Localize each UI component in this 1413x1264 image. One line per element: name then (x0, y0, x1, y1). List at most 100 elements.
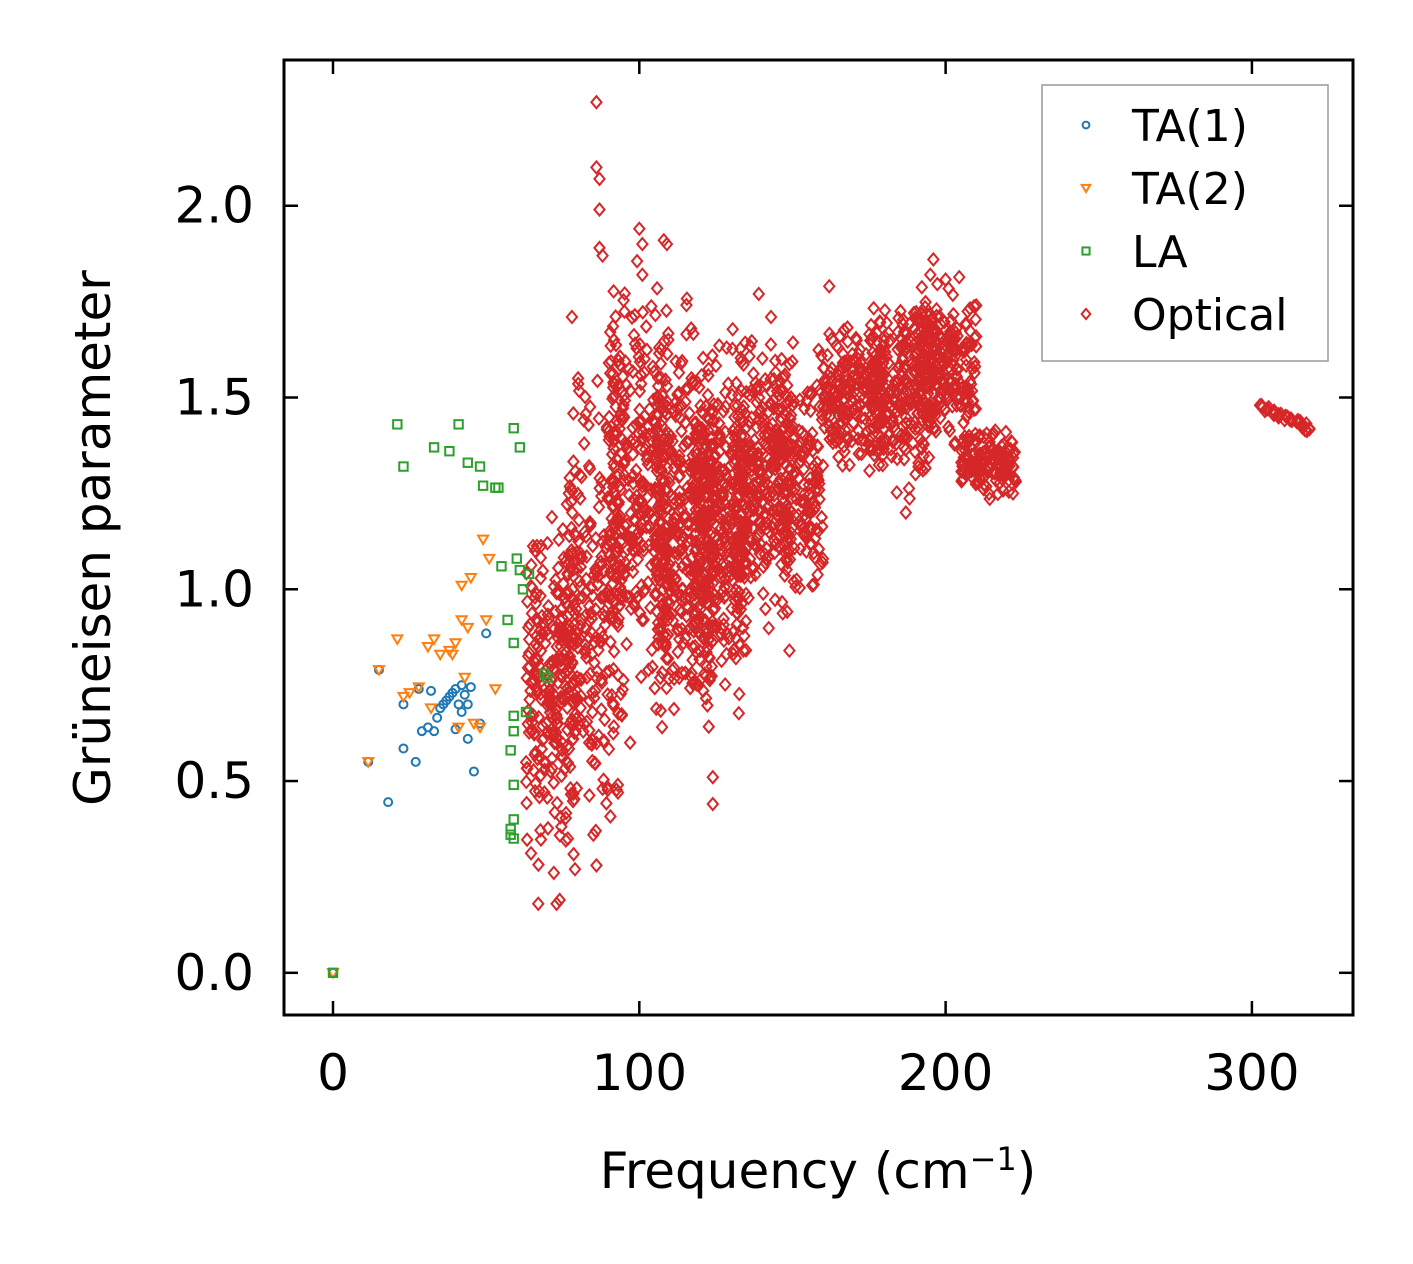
optical-point (621, 472, 635, 488)
optical-point (675, 665, 689, 681)
optical-point (909, 466, 922, 482)
la-point (462, 457, 473, 468)
optical-point (739, 613, 753, 629)
optical-point (555, 747, 568, 763)
optical-point (932, 369, 946, 386)
optical-point (563, 716, 577, 732)
x-tick-label: 300 (1204, 1044, 1299, 1102)
optical-point (537, 785, 551, 801)
optical-point (880, 349, 894, 365)
optical-point (802, 504, 816, 520)
optical-point (786, 483, 800, 499)
optical-point (629, 416, 643, 432)
optical-point (661, 651, 675, 667)
optical-point (682, 621, 696, 637)
optical-point (966, 470, 980, 486)
optical-point (604, 533, 618, 549)
optical-point (743, 338, 757, 354)
optical-point (632, 221, 646, 237)
ta-2-point (372, 665, 386, 677)
optical-point (545, 509, 559, 525)
optical-point (700, 557, 713, 573)
optical-point (680, 516, 694, 532)
optical-point (576, 723, 590, 740)
optical-point (853, 355, 867, 371)
optical-point (670, 622, 684, 638)
optical-point (822, 389, 836, 405)
optical-point (1006, 485, 1020, 501)
optical-point (611, 784, 625, 801)
optical-point (692, 563, 706, 579)
optical-point (525, 714, 539, 731)
optical-point (869, 376, 882, 392)
optical-point (699, 584, 713, 600)
optical-point (762, 549, 776, 565)
optical-point (706, 473, 720, 490)
optical-point (699, 690, 713, 706)
optical-point (679, 508, 693, 524)
ta-2-point (390, 634, 405, 646)
optical-point (768, 592, 782, 608)
optical-point (667, 660, 681, 676)
optical-point (519, 754, 533, 770)
optical-point (639, 318, 653, 335)
optical-point (607, 441, 621, 457)
optical-point (572, 512, 586, 528)
optical-point (742, 590, 755, 606)
optical-point (959, 352, 973, 368)
optical-point (914, 351, 928, 368)
optical-point (873, 314, 887, 331)
optical-point (540, 723, 554, 739)
optical-point (853, 397, 867, 413)
optical-point (838, 359, 852, 375)
ta-2-point (427, 634, 441, 646)
ta-1-point (481, 628, 492, 639)
optical-point (549, 572, 562, 588)
optical-point (618, 566, 632, 582)
optical-point (693, 673, 707, 689)
optical-point (602, 741, 616, 757)
optical-point (865, 331, 879, 347)
ta-1-point (432, 712, 443, 723)
optical-point (573, 671, 587, 687)
optical-point (872, 457, 886, 473)
optical-point (991, 486, 1005, 502)
optical-point (601, 686, 615, 703)
optical-point (678, 630, 692, 646)
optical-point (661, 627, 675, 643)
optical-point (618, 285, 632, 302)
optical-point (976, 453, 990, 469)
optical-point (922, 449, 936, 465)
optical-point (941, 419, 955, 435)
optical-point (900, 372, 913, 388)
optical-point (626, 431, 640, 447)
optical-point (757, 470, 771, 486)
optical-point (884, 441, 898, 457)
optical-point (678, 415, 692, 431)
optical-point (963, 439, 977, 455)
optical-point (921, 418, 935, 434)
optical-point (747, 511, 761, 527)
optical-point (642, 504, 656, 520)
optical-point (611, 614, 624, 630)
optical-point (640, 519, 653, 535)
optical-point (631, 493, 645, 509)
optical-point (930, 301, 943, 317)
la-point (542, 672, 553, 683)
optical-point (573, 573, 586, 589)
ta-1-point (398, 743, 409, 754)
optical-point (636, 538, 650, 554)
optical-point (638, 581, 652, 597)
optical-point (672, 622, 686, 638)
optical-point (730, 476, 744, 492)
legend-marker-ta-1 (1081, 120, 1091, 130)
optical-point (669, 570, 682, 586)
optical-point (558, 631, 571, 647)
optical-point (818, 401, 832, 417)
optical-point (951, 391, 965, 407)
optical-point (543, 690, 556, 706)
optical-point (521, 620, 535, 636)
optical-point (563, 759, 577, 775)
optical-point (780, 417, 794, 433)
optical-point (677, 459, 691, 475)
